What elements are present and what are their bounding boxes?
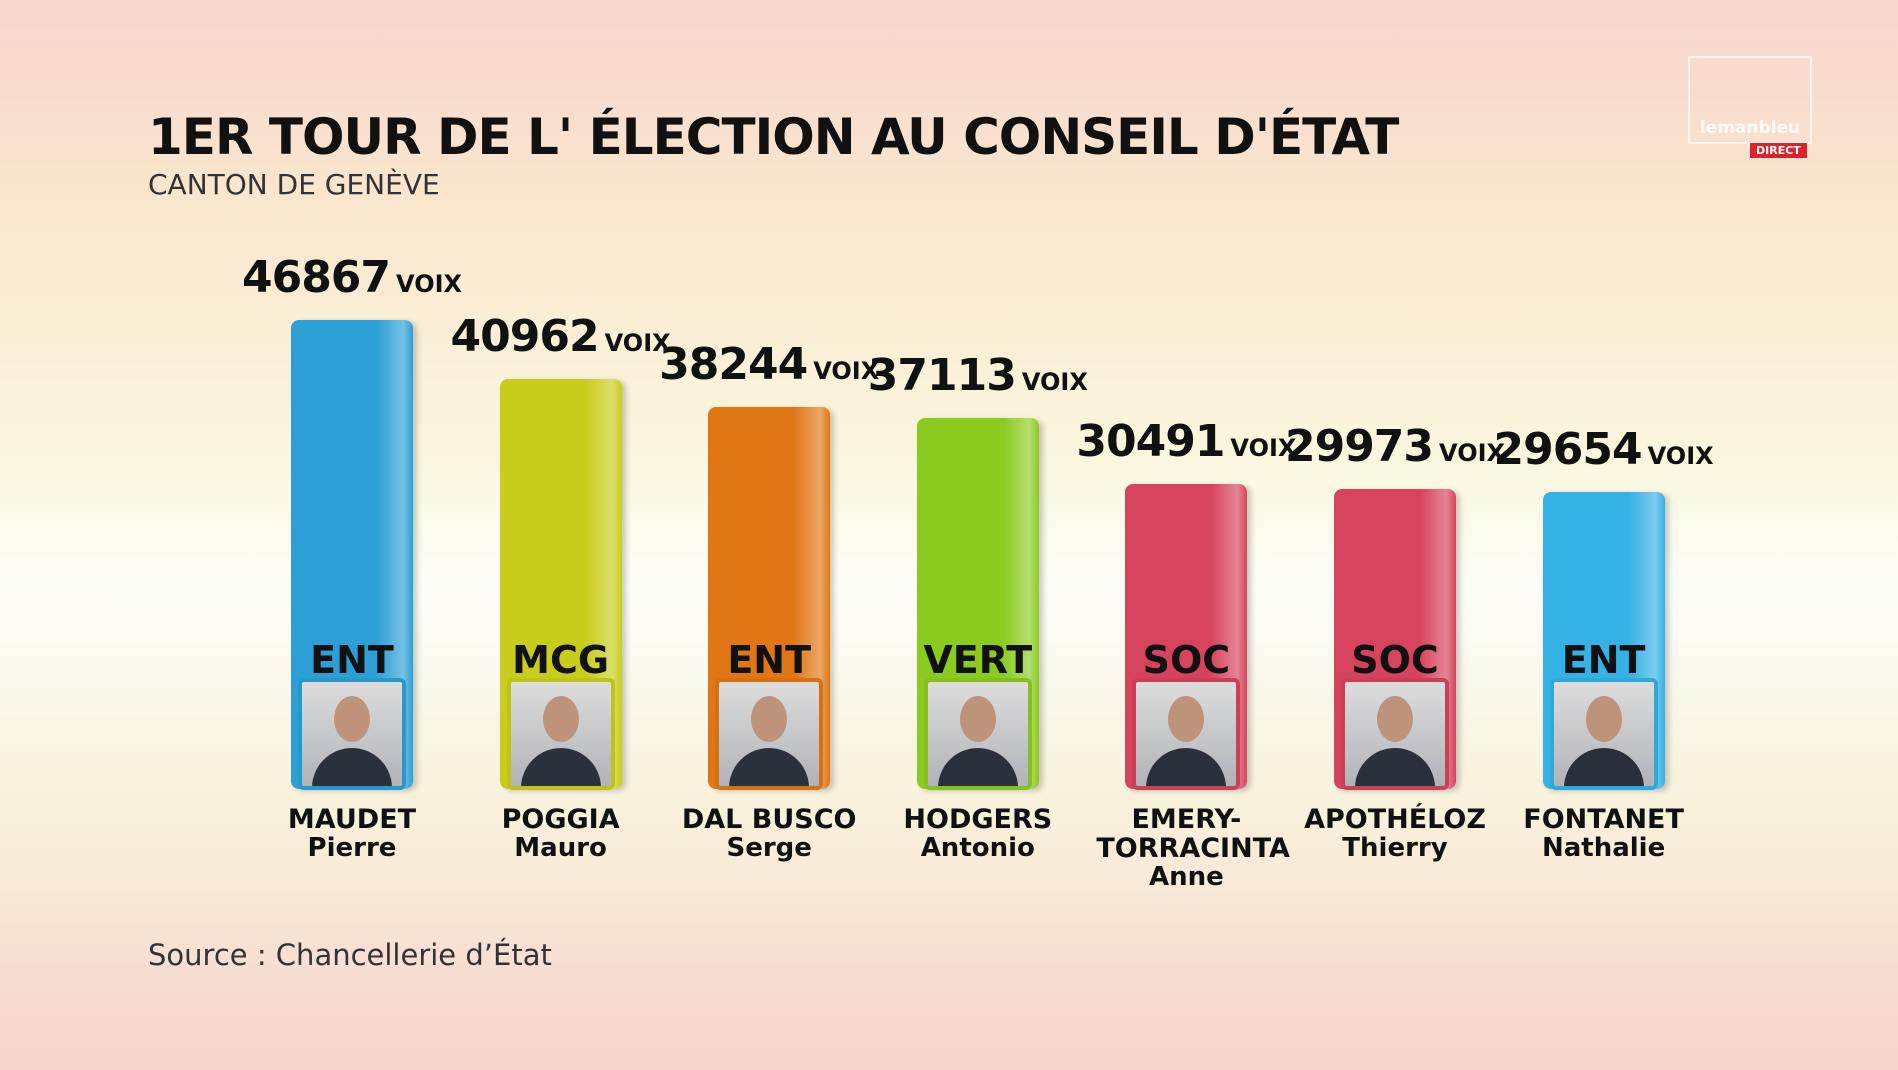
live-badge: DIRECT (1750, 143, 1807, 158)
candidate-last-name: HODGERS (903, 804, 1053, 835)
value-number: 30491 (1076, 416, 1225, 468)
value-label: 40962 VOIX (451, 311, 671, 362)
party-label: SOC (1351, 638, 1439, 682)
candidate-last-name: EMERY-TORRACINTA (1096, 804, 1290, 864)
logo: lemanbleu (1688, 56, 1812, 144)
party-label: MCG (512, 638, 610, 682)
photo-head (1585, 696, 1622, 742)
candidate-first-name: Anne (1149, 862, 1224, 892)
chart-subtitle: CANTON DE GENÈVE (148, 168, 440, 201)
value-number: 40962 (450, 311, 600, 363)
value-number: 29654 (1493, 424, 1643, 476)
photo-body (1563, 748, 1644, 786)
candidate-last-name: MAUDET (287, 804, 417, 835)
candidate-last-name: FONTANET (1523, 804, 1684, 835)
chart-title: 1ER TOUR DE L' ÉLECTION AU CONSEIL D'ÉTA… (148, 108, 1399, 166)
source-note: Source : Chancellerie d’État (148, 938, 552, 972)
value-unit: VOIX (1230, 434, 1297, 463)
value-label: 38244 VOIX (659, 339, 879, 390)
photo-body (312, 748, 392, 786)
value-number: 37113 (867, 349, 1017, 401)
candidate-first-name: Pierre (307, 833, 397, 863)
value-label: 37113 VOIX (868, 350, 1088, 401)
value-label: 30491 VOIX (1076, 416, 1296, 467)
photo-head (751, 696, 788, 742)
value-label: 29654 VOIX (1494, 424, 1714, 475)
candidate-first-name: Thierry (1342, 833, 1448, 863)
candidate-last-name: DAL BUSCO (681, 804, 857, 835)
photo-body (520, 748, 601, 786)
photo-body (1146, 748, 1227, 786)
photo-head (1168, 696, 1205, 742)
candidate-photo (923, 678, 1032, 790)
photo-head (959, 696, 996, 742)
value-unit: VOIX (396, 270, 463, 299)
value-unit: VOIX (604, 329, 671, 358)
candidate-first-name: Nathalie (1541, 833, 1666, 863)
value-unit: VOIX (1647, 442, 1714, 471)
value-number: 29973 (1284, 421, 1434, 473)
candidate-photo (1341, 678, 1449, 790)
candidate-photo (1549, 678, 1658, 790)
value-label: 46867 VOIX (242, 252, 462, 303)
candidate-photo (1132, 678, 1241, 790)
value-unit: VOIX (1439, 439, 1506, 468)
candidate-photo (298, 678, 406, 790)
photo-body (1355, 748, 1435, 786)
candidate-first-name: Antonio (920, 833, 1035, 863)
party-label: ENT (310, 638, 394, 682)
value-number: 46867 (241, 252, 391, 304)
value-unit: VOIX (813, 356, 880, 385)
photo-head (542, 696, 579, 742)
candidate-first-name: Mauro (514, 833, 607, 863)
photo-body (729, 748, 810, 786)
party-label: SOC (1142, 638, 1231, 682)
photo-body (937, 748, 1018, 786)
value-unit: VOIX (1021, 367, 1088, 396)
candidate-first-name: Serge (726, 833, 812, 863)
photo-head (1377, 696, 1413, 742)
value-number: 38244 (659, 338, 808, 390)
candidate-photo (506, 678, 615, 790)
party-label: ENT (727, 638, 812, 682)
photo-head (334, 696, 370, 742)
value-label: 29973 VOIX (1285, 421, 1505, 472)
candidate-photo (715, 678, 824, 790)
candidate-last-name: APOTHÉLOZ (1304, 804, 1486, 835)
party-label: ENT (1561, 638, 1646, 682)
candidate-last-name: POGGIA (501, 804, 620, 835)
party-label: VERT (923, 638, 1033, 682)
